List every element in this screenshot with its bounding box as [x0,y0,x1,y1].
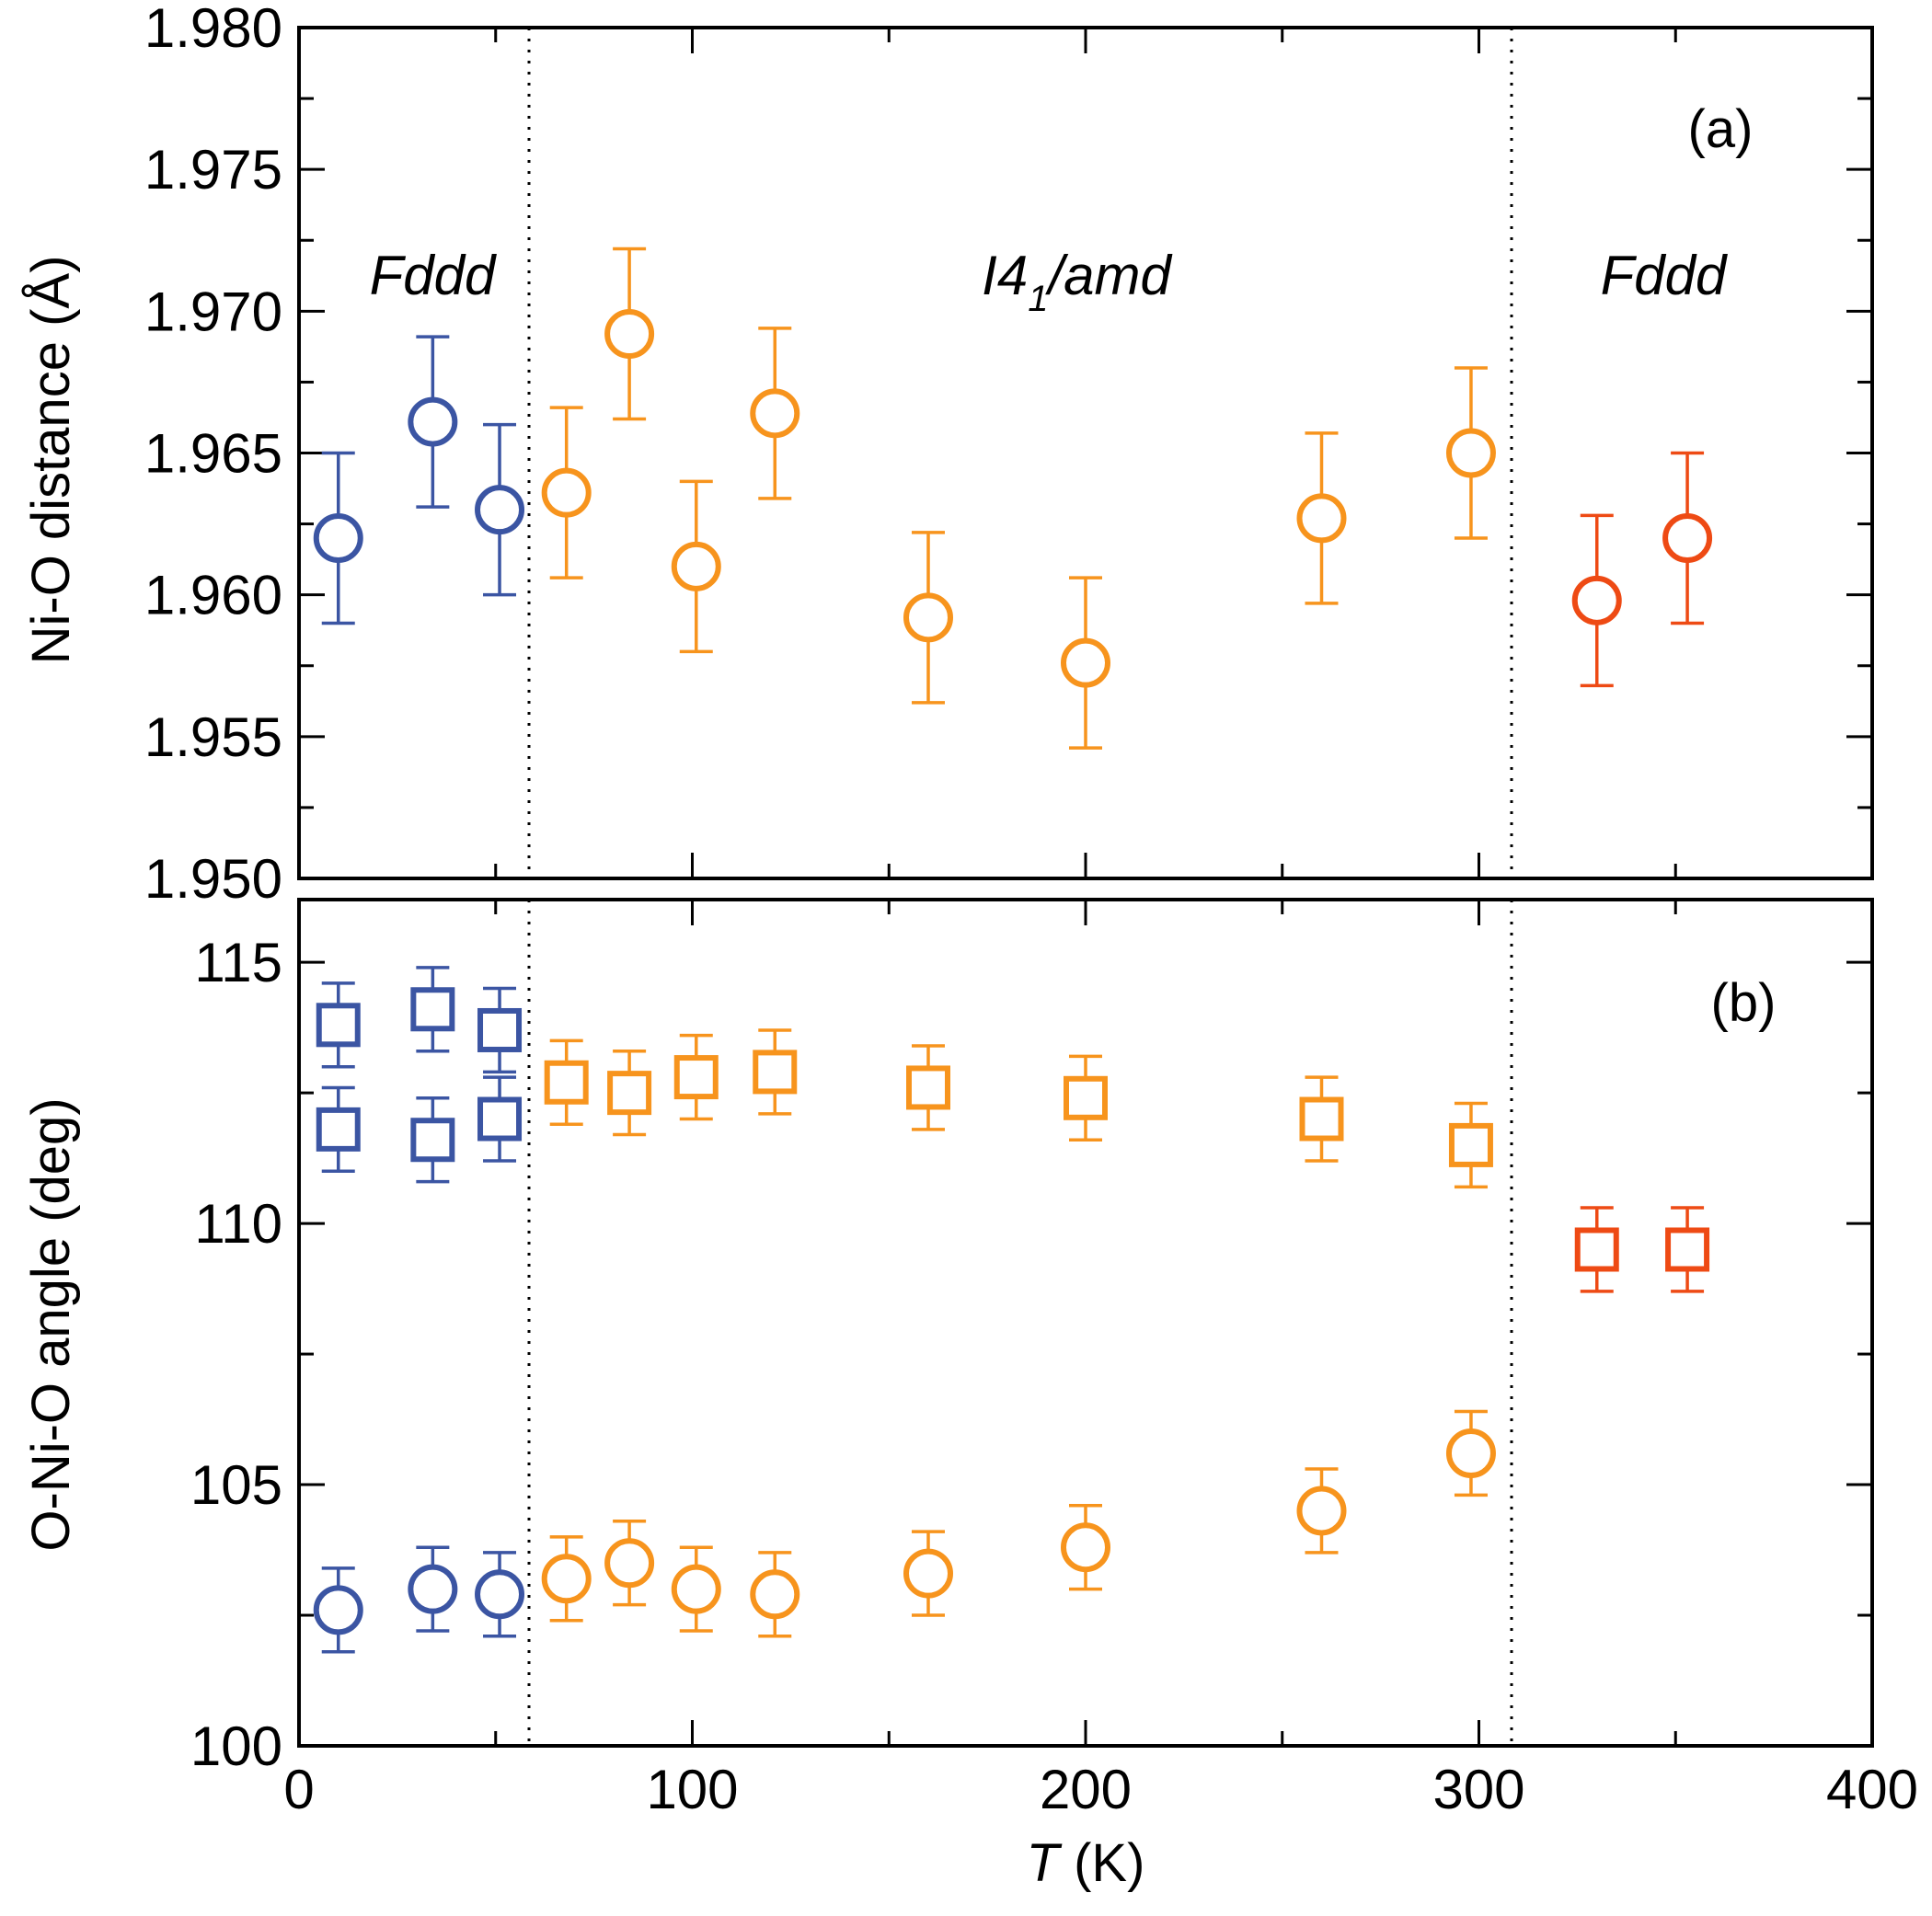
panel-b-ylabel: O-Ni-O angle (deg) [21,1097,81,1551]
data-point [475,1569,525,1620]
data-point [475,485,525,535]
series-fddd-high-t-square [1574,1206,1710,1293]
series-fddd-low-t- [313,335,525,625]
data-point [671,1564,721,1614]
x-tick-label: 0 [283,1759,314,1820]
y-tick-label: 1.980 [144,0,282,59]
y-tick-label: 1.975 [144,139,282,201]
phase-label-i41amd-tail: /amd [1044,245,1172,306]
data-point [408,1564,458,1614]
panel-b-label: (b) [1711,973,1777,1033]
data-point [1574,1227,1619,1272]
data-point [1296,493,1347,544]
panel-b-frame [297,898,1874,1748]
data-point [408,396,458,447]
x-tick-label: 100 [646,1759,738,1820]
series-i41-amd-square [544,1028,1493,1189]
y-tick-label: 1.965 [144,423,282,485]
y-tick-label: 105 [190,1454,282,1516]
data-point [410,1118,455,1163]
y-tick-label: 1.950 [144,848,282,910]
series-fddd-low-t-upper [316,966,523,1074]
data-point [903,1548,953,1599]
data-point [541,1554,592,1604]
data-point [313,1585,363,1635]
data-point [316,1107,361,1152]
panel-a-frame [297,26,1874,880]
series-i41-amd [541,247,1496,750]
data-point [313,513,363,563]
data-point [410,987,455,1032]
data-point [607,1071,652,1116]
data-point [673,1055,719,1100]
series-fddd-high-t- [1571,451,1713,688]
data-point [477,1007,523,1052]
data-point [544,1060,589,1105]
panel-b-data [313,966,1710,1654]
y-tick-label: 1.970 [144,281,282,342]
panel-a-ylabel: Ni-O distance (Å) [21,256,81,665]
phase-label-fddd-low: Fddd [370,245,497,306]
data-point [903,592,953,643]
data-point [541,467,592,518]
data-point [1061,637,1110,688]
data-point [1445,1428,1496,1478]
series-i41-amd-circle [541,1409,1496,1638]
data-point [1064,1075,1108,1120]
x-tick-label: 200 [1040,1759,1132,1820]
x-tick-label: 300 [1432,1759,1524,1820]
phase-label-i41amd: I41/amd [982,245,1172,319]
series-fddd-low-t-lower [313,1545,525,1654]
phase-label-fddd-high: Fddd [1601,245,1728,306]
data-point [1445,428,1496,478]
panel-a-label: (a) [1688,99,1754,159]
data-point [753,1050,798,1095]
phase-label-i41amd-sub: 1 [1028,279,1048,319]
data-point [1665,1227,1710,1272]
data-point [750,388,800,439]
data-point [1299,1096,1344,1142]
y-tick-label: 1.955 [144,706,282,768]
y-tick-label: 110 [194,1193,282,1255]
x-axis-title-unit: (K) [1059,1833,1144,1893]
phase-label-i41amd-main: I4 [982,245,1028,306]
y-tick-label: 100 [190,1715,282,1777]
data-point [750,1569,800,1620]
data-point [1662,513,1713,563]
panel-a-ticks: 1.950 1.955 1.960 1.965 1.970 1.975 1.980 [144,0,1874,910]
x-axis-title-var: T [1027,1833,1063,1893]
series-fddd-low-t-middle [316,1075,523,1184]
data-point [477,1096,523,1142]
data-point [604,309,655,359]
y-tick-label: 115 [194,932,282,993]
data-point [1061,1522,1110,1573]
data-point [1571,575,1622,625]
data-point [671,541,721,591]
x-tick-label: 400 [1826,1759,1918,1820]
panel-a-data [313,247,1713,750]
data-point [316,1003,361,1048]
data-point [906,1065,950,1110]
data-point [1296,1486,1347,1536]
data-point [1448,1122,1493,1167]
x-axis-title: T (K) [1027,1833,1145,1893]
y-tick-label: 1.960 [144,565,282,626]
data-point [604,1538,655,1589]
